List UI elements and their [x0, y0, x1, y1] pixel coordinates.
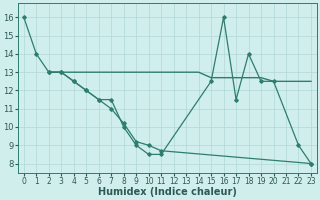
X-axis label: Humidex (Indice chaleur): Humidex (Indice chaleur): [98, 187, 237, 197]
